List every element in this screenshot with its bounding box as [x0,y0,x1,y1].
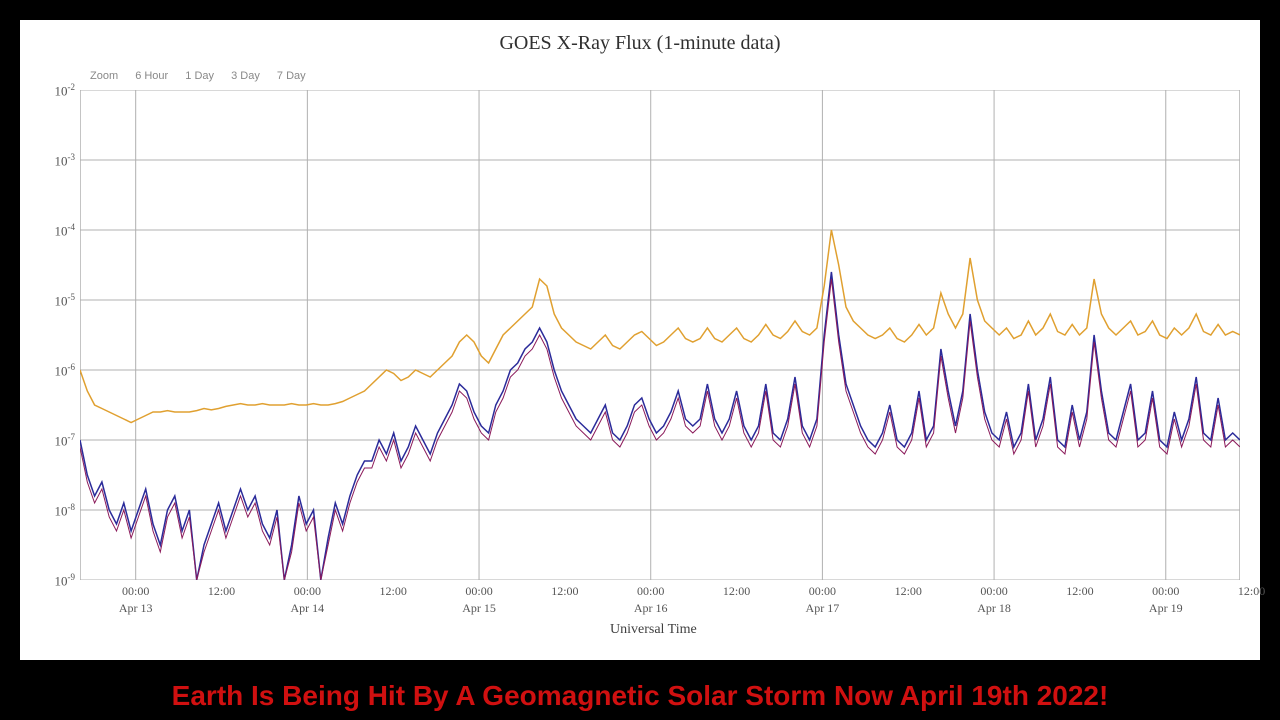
zoom-option-7day[interactable]: 7 Day [277,70,306,82]
y-tick-label: 10-3 [25,152,75,169]
x-tick-label: 12:00 [1050,584,1110,599]
zoom-option-1day[interactable]: 1 Day [185,70,214,82]
zoom-label: Zoom [90,70,118,82]
zoom-option-6hour[interactable]: 6 Hour [135,70,168,82]
x-tick-label: 12:00 [878,584,938,599]
y-tick-label: 10-4 [25,222,75,239]
y-tick-label: 10-7 [25,432,75,449]
caption-text: Earth Is Being Hit By A Geomagnetic Sola… [0,680,1280,712]
x-axis-title: Universal Time [610,622,697,638]
chart-title: GOES X-Ray Flux (1-minute data) [20,20,1260,55]
plot-area [80,90,1240,580]
series-short [80,272,1240,580]
series-long [80,230,1240,423]
zoom-option-3day[interactable]: 3 Day [231,70,260,82]
y-tick-label: 10-9 [25,572,75,589]
x-tick-label: 00:00Apr 18 [964,584,1024,616]
x-tick-label: 00:00Apr 19 [1136,584,1196,616]
y-tick-label: 10-6 [25,362,75,379]
y-tick-label: 10-8 [25,502,75,519]
x-tick-label: 12:00 [363,584,423,599]
zoom-controls: Zoom 6 Hour 1 Day 3 Day 7 Day [90,70,320,82]
y-tick-label: 10-2 [25,82,75,99]
x-tick-label: 00:00Apr 14 [277,584,337,616]
x-tick-label: 00:00Apr 17 [792,584,852,616]
x-tick-label: 12:00 [535,584,595,599]
x-tick-label: 12:00 [707,584,767,599]
x-tick-label: 00:00Apr 16 [621,584,681,616]
x-tick-label: 12:00 [1222,584,1280,599]
y-tick-label: 10-5 [25,292,75,309]
x-tick-label: 12:00 [192,584,252,599]
plot-svg [80,90,1240,580]
x-tick-label: 00:00Apr 13 [106,584,166,616]
x-tick-label: 00:00Apr 15 [449,584,509,616]
chart-frame: GOES X-Ray Flux (1-minute data) Zoom 6 H… [20,20,1260,660]
